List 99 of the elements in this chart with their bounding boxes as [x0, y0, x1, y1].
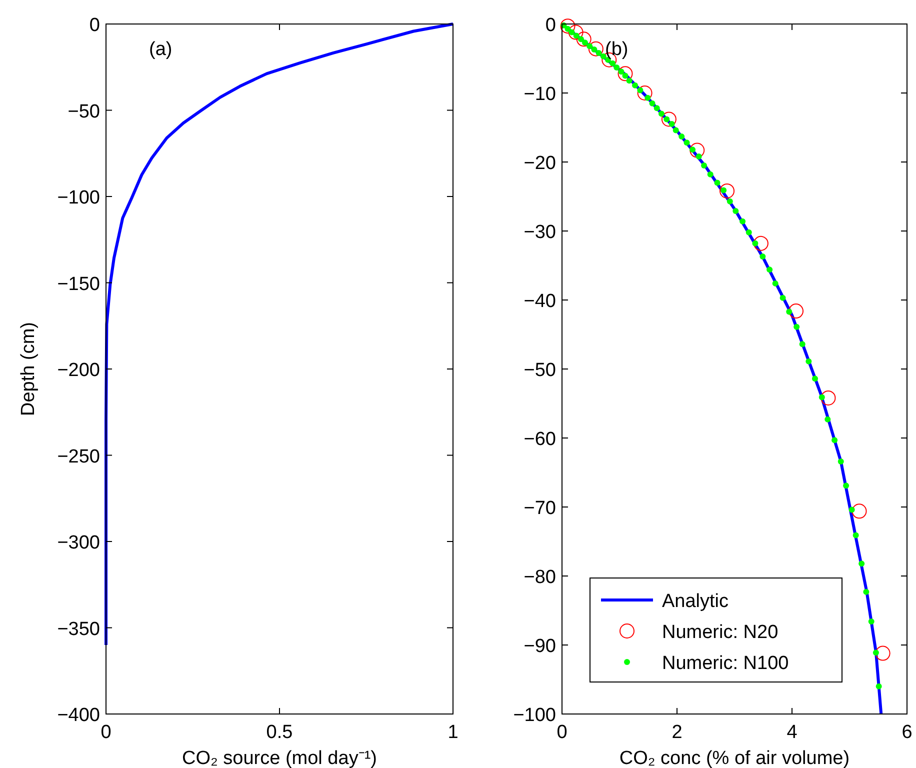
y-tick-label: −40: [524, 291, 556, 312]
point: [838, 458, 844, 464]
y-tick-label: −100: [57, 188, 100, 208]
point: [753, 236, 768, 251]
y-tick-label: −250: [57, 446, 100, 468]
point: [760, 254, 766, 260]
y-tick-label: −100: [513, 705, 556, 726]
point: [618, 68, 624, 75]
point: [772, 280, 778, 286]
legend-label: Analytic: [662, 591, 729, 612]
point: [788, 304, 804, 319]
point: [824, 416, 831, 422]
point: [568, 24, 584, 40]
point: [852, 532, 859, 538]
point: [654, 105, 660, 112]
point: [568, 29, 575, 36]
y-tick-label: −80: [524, 567, 556, 588]
point: [806, 358, 812, 364]
point: [812, 376, 818, 382]
point: [820, 390, 836, 406]
point: [848, 506, 855, 513]
point: [858, 560, 865, 567]
point: [786, 308, 792, 315]
point: [794, 324, 800, 330]
y-tick-label: −150: [57, 274, 100, 295]
point: [690, 142, 705, 158]
y-axis-title: Depth (cm): [18, 322, 39, 416]
y-tick-label: −90: [524, 636, 556, 657]
point: [658, 110, 664, 117]
point: [637, 86, 652, 100]
point: [690, 146, 696, 153]
point: [701, 162, 708, 168]
point: [875, 646, 890, 661]
point: [649, 100, 656, 106]
y-tick-label: −350: [57, 618, 100, 640]
y-tick-label: −50: [524, 360, 556, 381]
point: [752, 240, 758, 246]
y-tick-label: −60: [524, 429, 556, 450]
point: [876, 683, 882, 690]
point: [852, 504, 867, 519]
y-tick-label: 0: [545, 15, 556, 36]
point: [832, 437, 838, 444]
point: [720, 183, 735, 198]
y-tick-label: −400: [57, 705, 100, 726]
x-tick-label: 2: [672, 722, 682, 743]
y-tick-label: −300: [57, 532, 100, 554]
point: [576, 32, 592, 47]
y-tick-label: −10: [524, 84, 556, 105]
legend-label: Numeric: N100: [662, 653, 789, 674]
point: [610, 60, 616, 66]
legend-label: Numeric: N20: [662, 622, 778, 643]
point: [863, 588, 870, 595]
y-tick-label: −50: [68, 101, 100, 122]
point: [586, 43, 593, 50]
annotation: (a): [149, 39, 172, 60]
y-tick-label: −200: [57, 360, 100, 381]
line-series: [104, 22, 454, 646]
point: [678, 133, 685, 140]
point: [626, 78, 632, 84]
point: [843, 482, 850, 489]
y-tick-label: −20: [524, 153, 556, 174]
point: [868, 618, 874, 625]
x-tick-label: 0.5: [266, 722, 293, 743]
x-tick-label: 6: [902, 722, 912, 743]
point: [714, 180, 720, 186]
point: [637, 87, 644, 94]
point: [818, 394, 825, 400]
point: [661, 112, 676, 127]
x-axis-title: CO₂ conc (% of air volume): [619, 748, 850, 768]
point: [668, 121, 675, 128]
y-tick-label: 0: [89, 15, 100, 36]
point: [596, 50, 602, 56]
point: [872, 650, 879, 656]
annotation: (b): [605, 39, 628, 60]
point: [560, 18, 576, 34]
point: [707, 171, 714, 178]
point: [672, 127, 679, 134]
y-tick-label: −30: [524, 222, 556, 243]
x-tick-label: 4: [786, 722, 798, 743]
y-tick-label: −70: [524, 498, 556, 519]
point: [732, 208, 739, 214]
point: [582, 40, 588, 46]
point: [614, 64, 620, 70]
point: [726, 198, 733, 204]
point: [746, 229, 752, 236]
point: [684, 140, 690, 146]
point: [696, 153, 702, 160]
x-axis-title: CO₂ source (mol day⁻¹): [182, 748, 377, 768]
point: [780, 294, 786, 301]
point: [618, 66, 633, 82]
point: [632, 82, 638, 88]
point: [766, 266, 773, 273]
point: [600, 53, 606, 60]
x-tick-label: 1: [448, 722, 458, 743]
point: [644, 94, 651, 101]
point: [588, 41, 604, 56]
point: [573, 32, 580, 39]
point: [740, 218, 746, 224]
point: [799, 341, 806, 348]
